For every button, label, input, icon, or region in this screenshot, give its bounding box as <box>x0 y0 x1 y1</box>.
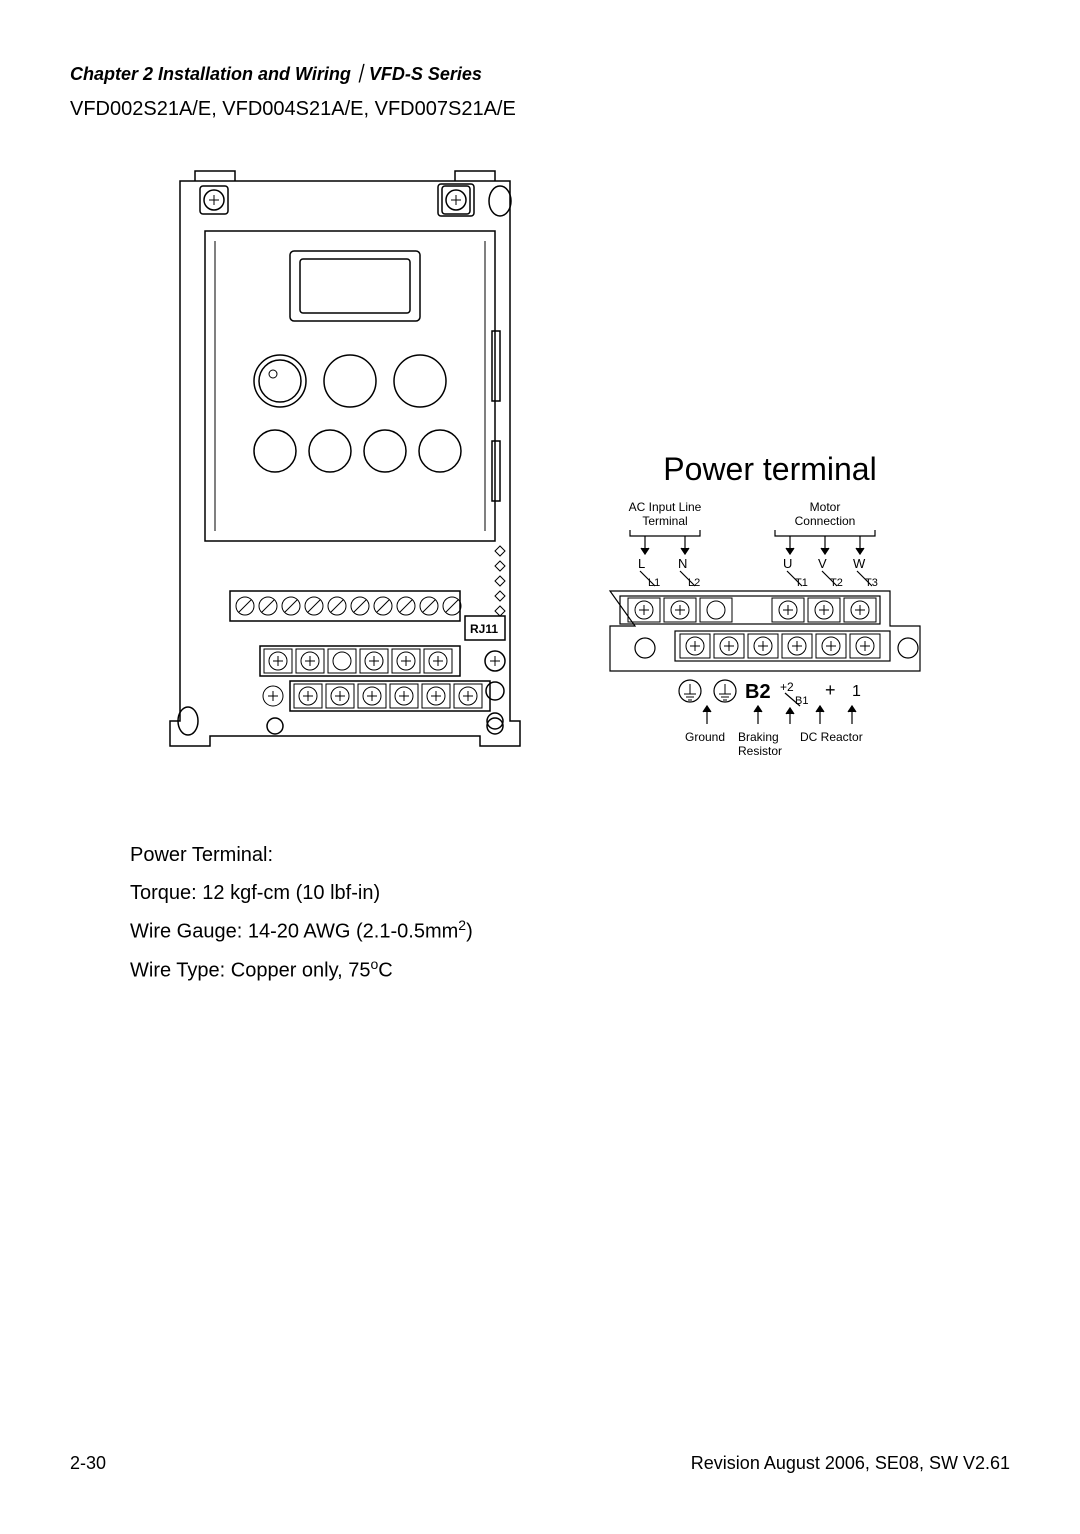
power-terminal-diagram: AC Input Line Terminal Motor Connection … <box>590 496 950 776</box>
svg-text:Connection: Connection <box>795 514 856 528</box>
svg-text:L2: L2 <box>688 577 700 589</box>
svg-text:Ground: Ground <box>685 730 725 744</box>
svg-text:Motor: Motor <box>810 500 841 514</box>
chapter-title: Chapter 2 Installation and Wiring｜VFD-S … <box>70 60 1010 86</box>
svg-text:W: W <box>853 556 866 571</box>
svg-text:Resistor: Resistor <box>738 744 782 758</box>
device-diagram: RJ11 <box>160 151 540 751</box>
power-terminal-title: Power terminal <box>663 451 876 488</box>
svg-text:T1: T1 <box>795 577 808 589</box>
svg-text:U: U <box>783 556 792 571</box>
svg-text:B2: B2 <box>745 681 771 703</box>
spec-title: Power Terminal: <box>130 836 1010 874</box>
power-terminal-section: Power terminal AC Input Line Terminal Mo… <box>590 451 950 776</box>
svg-text:L1: L1 <box>648 577 660 589</box>
svg-text:V: V <box>818 556 827 571</box>
rj11-label: RJ11 <box>470 622 498 636</box>
power-terminal-specs: Power Terminal: Torque: 12 kgf-cm (10 lb… <box>130 836 1010 989</box>
svg-text:DC Reactor: DC Reactor <box>800 730 863 744</box>
svg-text:Braking: Braking <box>738 730 779 744</box>
svg-text:T3: T3 <box>865 577 878 589</box>
svg-text:1: 1 <box>852 683 861 700</box>
diagram-row: RJ11 Power terminal AC Input Line Termin… <box>70 151 1010 776</box>
svg-text:Terminal: Terminal <box>642 514 687 528</box>
svg-text:+: + <box>825 680 836 700</box>
model-line: VFD002S21A/E, VFD004S21A/E, VFD007S21A/E <box>70 98 1010 121</box>
svg-text:+2: +2 <box>780 680 794 694</box>
spec-wire-gauge: Wire Gauge: 14-20 AWG (2.1-0.5mm2) <box>130 912 1010 951</box>
revision-text: Revision August 2006, SE08, SW V2.61 <box>691 1453 1010 1474</box>
page-footer: 2-30 Revision August 2006, SE08, SW V2.6… <box>70 1453 1010 1474</box>
svg-text:AC Input Line: AC Input Line <box>629 500 702 514</box>
page-number: 2-30 <box>70 1453 106 1474</box>
spec-torque: Torque: 12 kgf-cm (10 lbf-in) <box>130 874 1010 912</box>
svg-text:B1: B1 <box>795 695 808 707</box>
svg-text:N: N <box>678 556 687 571</box>
spec-wire-type: Wire Type: Copper only, 75oC <box>130 951 1010 990</box>
svg-text:T2: T2 <box>830 577 843 589</box>
svg-text:L: L <box>638 556 645 571</box>
